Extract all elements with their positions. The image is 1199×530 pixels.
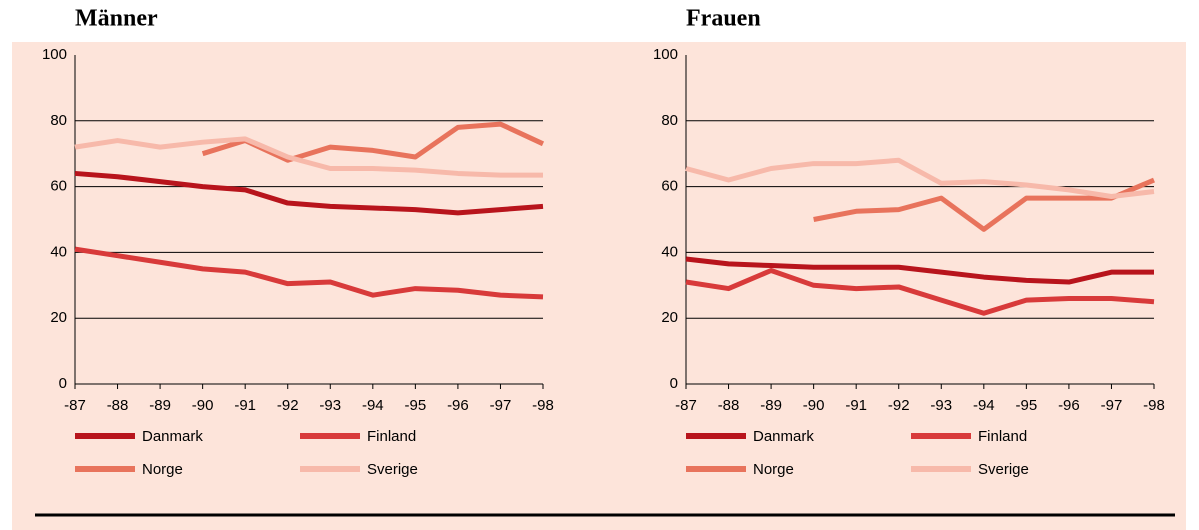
panel-background	[12, 42, 1186, 530]
x-tick-label: -96	[447, 397, 469, 414]
x-tick-label: -88	[107, 397, 129, 414]
x-tick-label: -90	[803, 397, 825, 414]
series-line	[74, 246, 544, 300]
x-tick-label: -97	[490, 397, 512, 414]
y-tick-label: 40	[50, 243, 67, 260]
y-tick-label: 40	[661, 243, 678, 260]
x-tick-label: -97	[1101, 397, 1123, 414]
series-line	[685, 267, 1155, 316]
legend-label: Sverige	[367, 461, 418, 478]
legend-label: Finland	[978, 428, 1027, 445]
y-tick-label: 60	[50, 178, 67, 195]
x-tick-label: -93	[319, 397, 341, 414]
legend-label: Norge	[753, 461, 794, 478]
legend-label: Finland	[367, 428, 416, 445]
x-tick-label: -94	[973, 397, 995, 414]
chart-title: Männer	[75, 6, 158, 32]
x-tick-label: -87	[675, 397, 697, 414]
legend-label: Danmark	[142, 428, 203, 445]
x-tick-label: -96	[1058, 397, 1080, 414]
x-tick-label: -92	[277, 397, 299, 414]
x-tick-label: -89	[760, 397, 782, 414]
x-tick-label: -95	[405, 397, 427, 414]
y-tick-label: 100	[42, 46, 67, 63]
y-tick-label: 80	[661, 112, 678, 129]
y-tick-label: 60	[661, 178, 678, 195]
chart-title: Frauen	[686, 6, 761, 32]
legend-label: Danmark	[753, 428, 814, 445]
legend-label: Norge	[142, 461, 183, 478]
legend-label: Sverige	[978, 461, 1029, 478]
x-tick-label: -91	[234, 397, 256, 414]
series-line	[685, 256, 1154, 285]
y-tick-label: 100	[653, 46, 678, 63]
y-tick-label: 80	[50, 112, 67, 129]
x-tick-label: -91	[845, 397, 867, 414]
series-line	[813, 177, 1155, 232]
x-tick-label: -93	[930, 397, 952, 414]
x-tick-label: -98	[532, 397, 554, 414]
y-tick-label: 20	[661, 309, 678, 326]
x-tick-label: -94	[362, 397, 384, 414]
x-tick-label: -92	[888, 397, 910, 414]
y-tick-label: 20	[50, 309, 67, 326]
x-tick-label: -89	[149, 397, 171, 414]
x-tick-label: -95	[1016, 397, 1038, 414]
x-tick-label: -88	[718, 397, 740, 414]
series-line	[74, 136, 543, 178]
x-tick-label: -87	[64, 397, 86, 414]
series-line	[74, 170, 544, 216]
y-tick-label: 0	[59, 375, 67, 392]
series-line	[685, 157, 1155, 199]
y-tick-label: 0	[670, 375, 678, 392]
x-tick-label: -98	[1143, 397, 1165, 414]
x-tick-label: -90	[192, 397, 214, 414]
